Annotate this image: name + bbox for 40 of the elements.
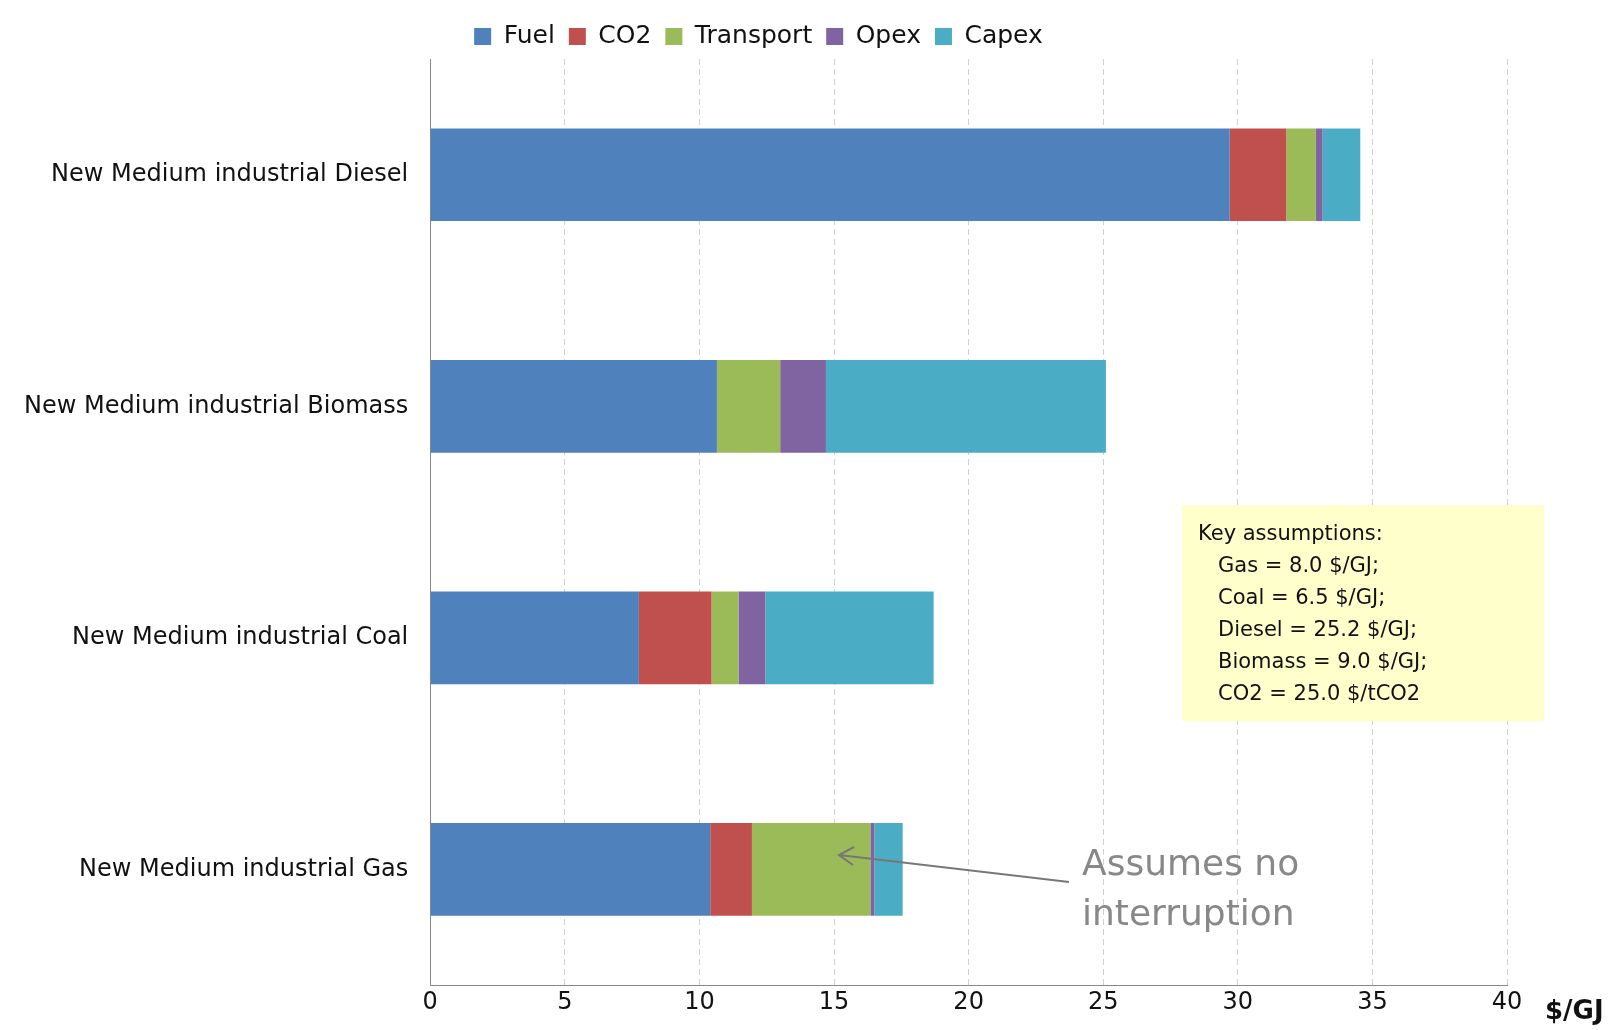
- legend-label: Capex: [964, 20, 1043, 49]
- x-tick-label: 25: [1087, 986, 1119, 1015]
- bar: [765, 591, 934, 685]
- annotation: Assumes no interruption: [1082, 841, 1301, 935]
- bar: [710, 823, 752, 916]
- bar: [430, 823, 711, 916]
- y-tick-label: New Medium industrial Biomass: [23, 390, 409, 419]
- bar: [874, 823, 903, 916]
- bar: [1229, 128, 1287, 222]
- x-tick-label: 15: [818, 986, 850, 1015]
- bar: [430, 128, 1230, 222]
- legend-label: Transport: [693, 20, 813, 49]
- note-panel: Key assumptions: Gas = 8.0 $/GJ; Coal = 6.5 $/GJ; Diesel = 25.2 $/GJ; Biomass = 9.0 $/GJ; CO2 = 25.0 $/tCO2: [1182, 505, 1544, 721]
- bar: [430, 591, 639, 685]
- bar: [1286, 128, 1316, 222]
- legend-label: Fuel: [503, 20, 555, 49]
- x-tick-label: 10: [684, 986, 715, 1015]
- x-tick-label: 30: [1222, 986, 1254, 1015]
- x-axis-title: $/GJ: [1545, 994, 1604, 1025]
- legend-label: CO2: [598, 20, 652, 49]
- bar: [430, 360, 717, 453]
- x-tick-label: 40: [1491, 986, 1523, 1015]
- bar: [738, 591, 766, 685]
- bar: [870, 823, 875, 916]
- x-tick-label: 0: [422, 986, 438, 1015]
- bar: [780, 360, 826, 453]
- bar: [638, 591, 712, 685]
- bar: [825, 360, 1106, 453]
- bar: [716, 360, 781, 453]
- bar: [751, 823, 871, 916]
- bar: [1322, 128, 1361, 222]
- legend-label: Opex: [855, 20, 921, 49]
- bar: [1315, 128, 1323, 222]
- bar: [711, 591, 739, 685]
- x-tick-label: 20: [953, 986, 984, 1015]
- y-tick-label: New Medium industrial Coal: [72, 622, 409, 651]
- x-tick-label: 35: [1357, 986, 1388, 1015]
- y-tick-label: New Medium industrial Diesel: [51, 159, 409, 188]
- x-tick-label: 5: [557, 986, 573, 1015]
- y-tick-label: New Medium industrial Gas: [79, 853, 409, 882]
